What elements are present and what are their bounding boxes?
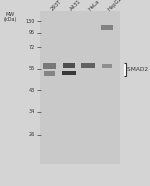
- Text: MW
(kDa): MW (kDa): [4, 12, 17, 23]
- Bar: [102, 64, 112, 68]
- Text: 34: 34: [29, 109, 35, 114]
- Bar: [44, 63, 56, 69]
- Bar: [101, 25, 113, 30]
- Text: 43: 43: [29, 88, 35, 93]
- Text: 95: 95: [29, 30, 35, 35]
- Text: HeLa: HeLa: [88, 0, 101, 12]
- Bar: [81, 63, 95, 68]
- Text: 293T: 293T: [50, 0, 63, 12]
- Bar: [62, 70, 76, 75]
- Bar: [124, 63, 126, 76]
- Text: SMAD2 / SMAD3: SMAD2 / SMAD3: [127, 67, 150, 72]
- Text: 130: 130: [26, 19, 35, 24]
- Bar: [40, 11, 120, 164]
- Text: 55: 55: [29, 66, 35, 71]
- Text: A431: A431: [69, 0, 82, 12]
- Text: HepG2: HepG2: [107, 0, 123, 12]
- Text: 72: 72: [29, 45, 35, 50]
- Bar: [63, 63, 75, 68]
- Text: 26: 26: [29, 132, 35, 137]
- Bar: [44, 71, 55, 76]
